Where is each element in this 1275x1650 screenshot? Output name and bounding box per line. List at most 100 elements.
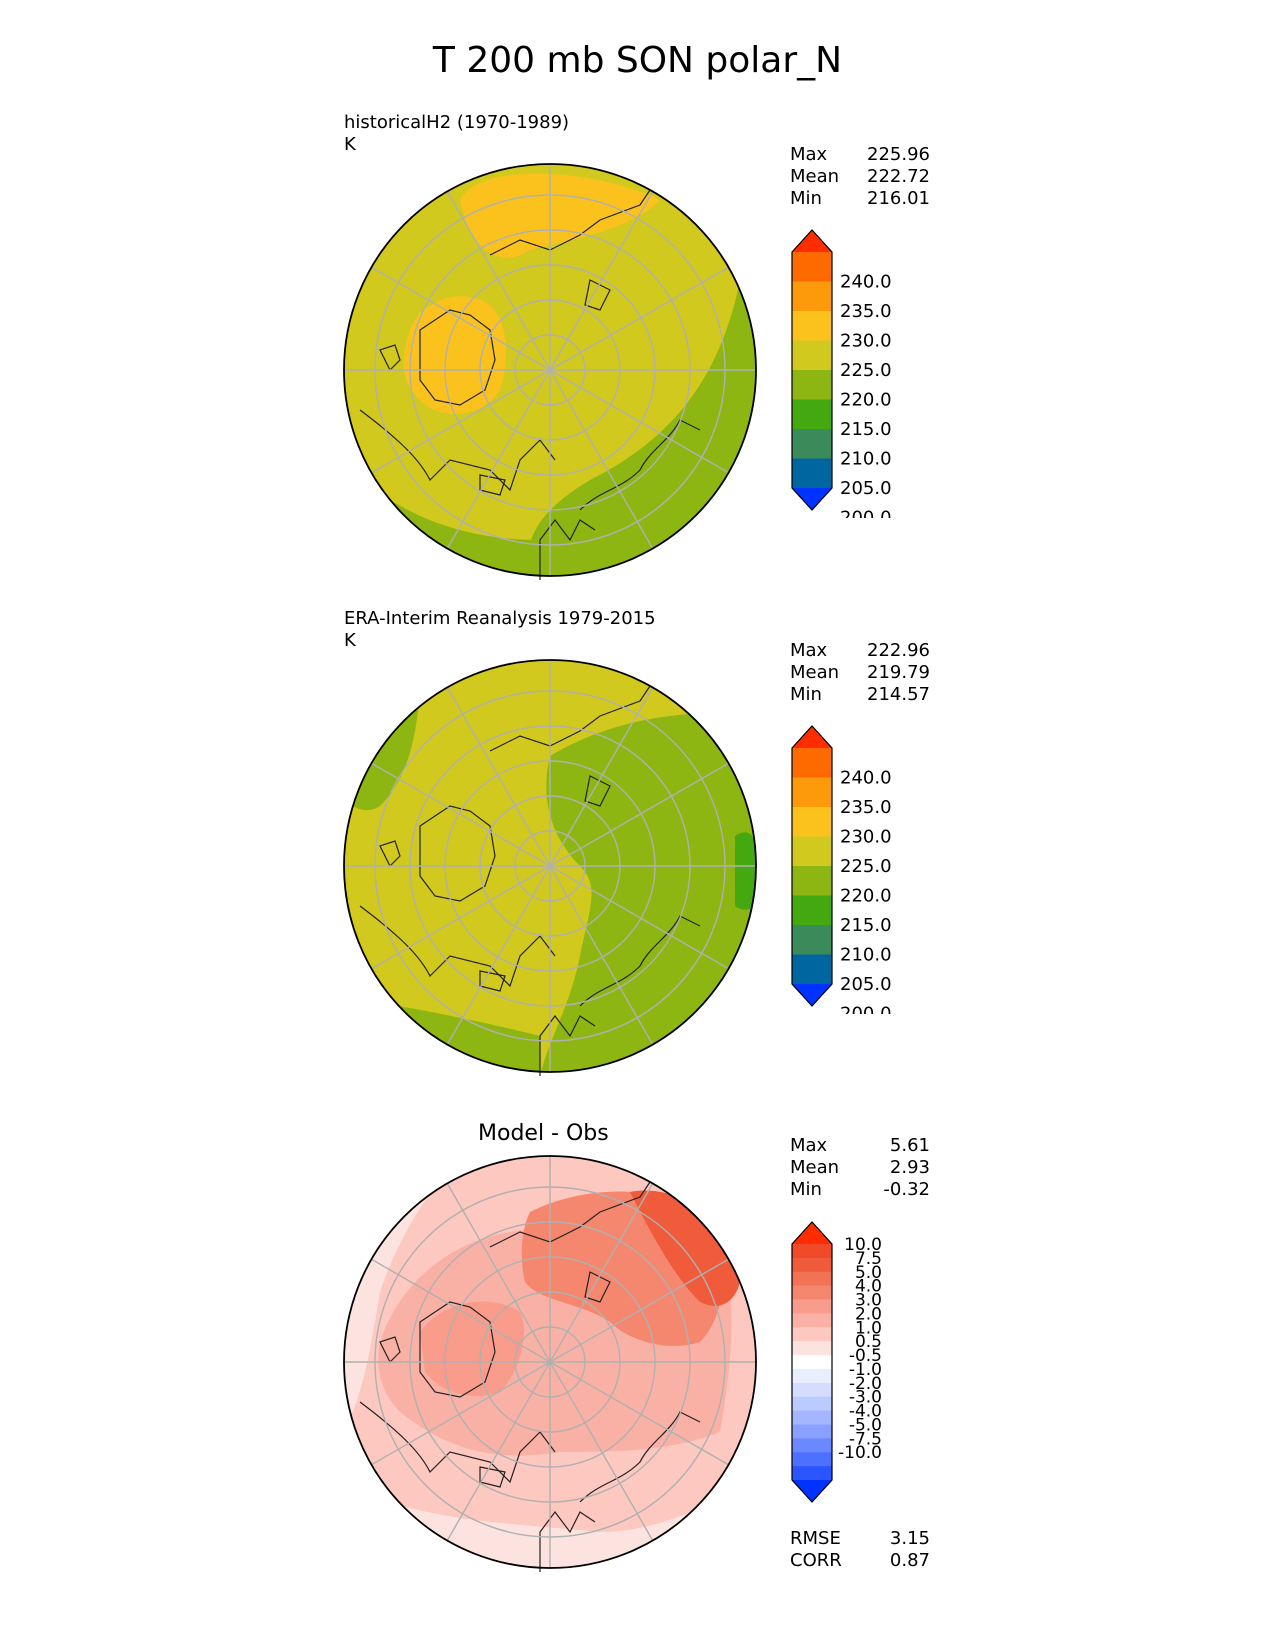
stat-max-label: Max xyxy=(790,1135,828,1156)
colorbar-tick-label: 235.0 xyxy=(840,797,892,818)
colorbar-tick-label: 1.0 xyxy=(855,1318,882,1338)
colorbar-tick-label: 215.0 xyxy=(840,915,892,936)
diff-polar-map xyxy=(343,1155,757,1572)
model-panel-title: historicalH2 (1970-1989) K xyxy=(344,112,569,156)
stat-min-label: Min xyxy=(790,1179,822,1200)
colorbar-segment xyxy=(792,1466,832,1481)
model-stats: Max 225.96 Mean 222.72 Min 216.01 xyxy=(790,144,930,210)
colorbar-segment xyxy=(792,836,832,867)
colorbar-tick-label: 225.0 xyxy=(840,360,892,381)
colorbar-segment xyxy=(792,954,832,985)
stat-min-value: 214.57 xyxy=(867,684,930,705)
colorbar-segment xyxy=(792,1257,832,1273)
stat-mean-label: Mean xyxy=(790,662,840,683)
stat-min-label: Min xyxy=(790,684,822,705)
colorbar-tick-label: 3.0 xyxy=(855,1291,882,1311)
rmse-label: RMSE xyxy=(790,1528,841,1549)
colorbar-tick-label: -1.0 xyxy=(849,1360,882,1380)
stat-max-value: 222.96 xyxy=(867,640,930,661)
obs-map-boundary xyxy=(343,659,757,1073)
colorbar-segment xyxy=(792,866,832,896)
diff-coastlines xyxy=(359,1181,701,1572)
diff-graticule xyxy=(344,1156,756,1568)
colorbar-tick-label: -2.0 xyxy=(849,1374,882,1394)
colorbar-tick-label: 240.0 xyxy=(840,272,892,293)
model-field-warm-greenland xyxy=(403,296,506,414)
colorbar-tick-label: -10.0 xyxy=(838,1443,882,1463)
stat-mean-value: 219.79 xyxy=(867,662,930,683)
colorbar-tick-label: 205.0 xyxy=(840,974,892,995)
colorbar-segment xyxy=(792,1299,832,1314)
colorbar-segment xyxy=(792,1355,832,1370)
colorbar-tick-label: 220.0 xyxy=(840,886,892,907)
colorbar-extend-max xyxy=(792,1222,832,1244)
diff-stats: Max 5.61 Mean 2.93 Min -0.32 xyxy=(790,1135,930,1201)
colorbar-segment xyxy=(792,1438,832,1453)
stat-mean-label: Mean xyxy=(790,1157,840,1178)
colorbar-outline xyxy=(791,725,833,1007)
colorbar-extend-min xyxy=(792,984,832,1006)
obs-graticule xyxy=(344,660,756,1072)
colorbar-tick-label: -5.0 xyxy=(849,1415,882,1435)
colorbar-tick-label: -7.5 xyxy=(849,1429,882,1449)
obs-title-line: ERA-Interim Reanalysis 1979-2015 xyxy=(344,608,656,629)
stat-min-value: 216.01 xyxy=(867,188,930,209)
colorbar-tick-label: 200.0 xyxy=(840,1004,892,1015)
colorbar-tick-label: 10.0 xyxy=(844,1235,882,1255)
colorbar-segment xyxy=(792,925,832,955)
model-map-boundary xyxy=(343,163,757,577)
colorbar-segment xyxy=(792,1368,832,1384)
figure-title: T 200 mb SON polar_N xyxy=(432,40,843,81)
colorbar-tick-label: 2.0 xyxy=(855,1304,882,1324)
colorbar-tick-label: 230.0 xyxy=(840,827,892,848)
colorbar-segment xyxy=(792,807,832,837)
colorbar-segment xyxy=(792,1410,832,1425)
obs-coastlines xyxy=(359,685,701,1076)
colorbar-segment xyxy=(792,311,832,341)
colorbar-segment xyxy=(792,1341,832,1356)
stat-mean-label: Mean xyxy=(790,166,840,187)
colorbar-segment xyxy=(792,895,832,926)
colorbar-tick-label: 0.5 xyxy=(855,1332,882,1352)
colorbar-segment xyxy=(792,1271,832,1287)
colorbar-segment xyxy=(792,399,832,430)
rmse-value: 3.15 xyxy=(889,1528,930,1549)
colorbar-tick-label: 5.0 xyxy=(855,1263,882,1283)
colorbar-segment xyxy=(792,429,832,459)
model-graticule xyxy=(344,164,756,576)
stat-mean-value: 2.93 xyxy=(889,1157,930,1178)
colorbar-segment xyxy=(792,1285,832,1301)
diff-map-boundary xyxy=(343,1155,757,1569)
colorbar-tick-label: 210.0 xyxy=(840,449,892,470)
diff-panel-title: Model - Obs xyxy=(478,1121,609,1146)
model-units: K xyxy=(344,134,356,155)
model-colorbar: 240.0 235.0 230.0 225.0 220.0 215.0 210.0 205.0… xyxy=(791,229,892,518)
colorbar-outline xyxy=(791,229,833,511)
colorbar-segment xyxy=(792,1396,832,1412)
colorbar-extend-min xyxy=(792,488,832,510)
colorbar-tick-label: 230.0 xyxy=(840,331,892,352)
colorbar-segment xyxy=(792,370,832,400)
colorbar-segment xyxy=(792,777,832,808)
colorbar-extend-max xyxy=(792,230,832,252)
obs-panel-title: ERA-Interim Reanalysis 1979-2015 K xyxy=(344,608,656,652)
diff-metrics: RMSE 3.15 CORR 0.87 xyxy=(790,1528,930,1572)
stat-min-value: -0.32 xyxy=(883,1179,930,1200)
model-title-line: historicalH2 (1970-1989) xyxy=(344,112,570,133)
obs-polar-map xyxy=(343,659,757,1076)
colorbar-extend-min xyxy=(792,1480,832,1502)
colorbar-tick-label: -3.0 xyxy=(849,1388,882,1408)
colorbar-outline xyxy=(791,1221,833,1503)
obs-units: K xyxy=(344,630,356,651)
stat-max-value: 5.61 xyxy=(889,1135,930,1156)
colorbar-tick-label: -0.5 xyxy=(849,1346,882,1366)
diff-field-max xyxy=(630,1190,740,1306)
model-coastlines xyxy=(359,189,701,580)
colorbar-tick-label: -4.0 xyxy=(849,1402,882,1422)
colorbar-segment xyxy=(792,1452,832,1467)
colorbar-segment xyxy=(792,458,832,489)
colorbar-segment xyxy=(792,1327,832,1342)
colorbar-segment xyxy=(792,340,832,371)
stat-min-label: Min xyxy=(790,188,822,209)
colorbar-tick-label: 220.0 xyxy=(840,390,892,411)
